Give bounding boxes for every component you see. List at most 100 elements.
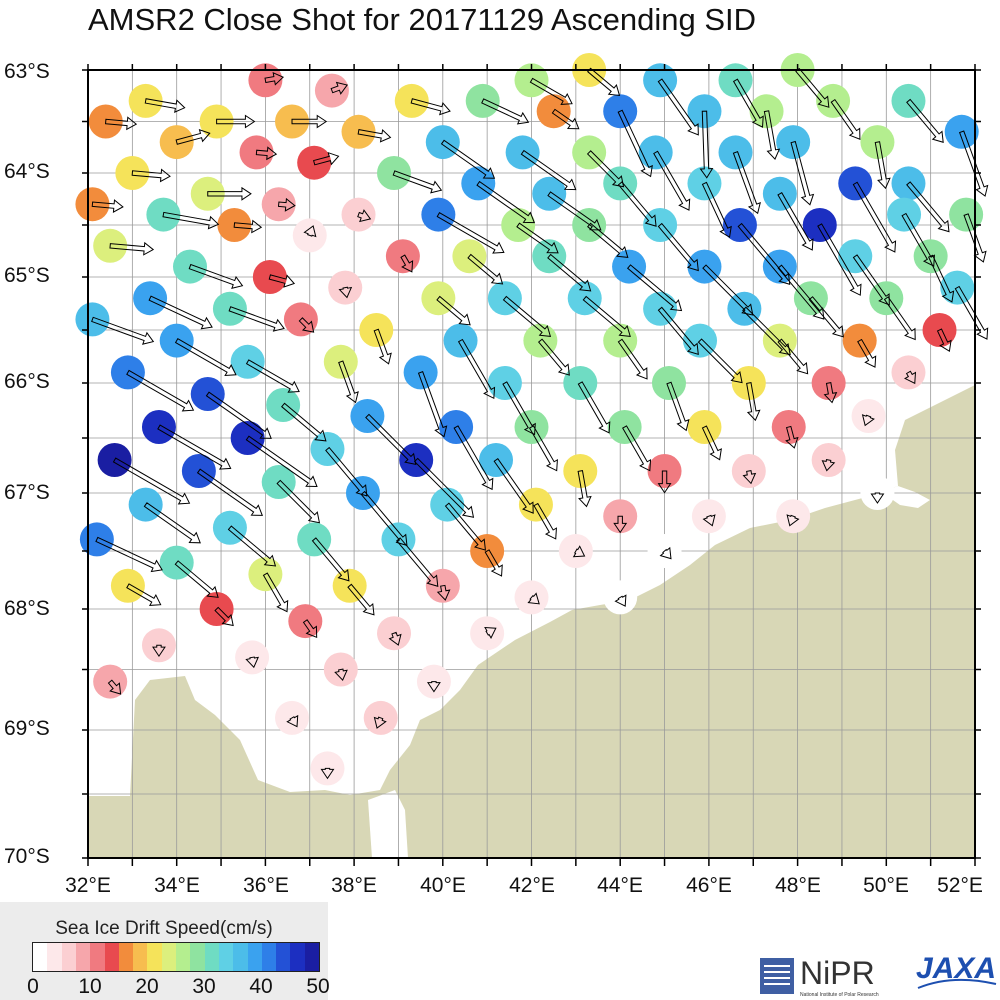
drift-arrow: [527, 592, 540, 605]
lat-label-70s: 70°S: [4, 845, 50, 868]
nipr-subtitle: National Institute of Polar Research: [800, 992, 879, 998]
drift-arrow: [493, 458, 534, 514]
drift-arrow: [388, 631, 402, 646]
drift-arrow: [313, 151, 340, 166]
drift-arrow: [529, 77, 573, 105]
drift-arrow: [699, 110, 714, 179]
drift-arrows: [91, 67, 989, 780]
drift-arrow: [861, 414, 875, 427]
legend-swatch: [247, 943, 263, 971]
drift-arrow: [112, 457, 191, 505]
drift-arrow: [105, 116, 138, 131]
drift-arrow: [701, 425, 722, 461]
drift-arrow: [790, 140, 815, 206]
drift-arrow: [325, 446, 368, 497]
drift-arrow: [502, 295, 552, 337]
drift-arrow: [281, 402, 327, 442]
drift-arrow: [551, 108, 580, 130]
drift-arrow: [582, 295, 631, 337]
drift-arrow: [392, 170, 443, 194]
legend-swatch: [218, 943, 234, 971]
drift-arrow: [821, 459, 836, 472]
drift-arrow: [484, 549, 503, 577]
drift-arrow: [417, 371, 448, 438]
drift-arrow: [830, 98, 861, 140]
drift-arrow: [547, 253, 592, 292]
drift-arrow: [958, 130, 989, 197]
drift-arrow: [702, 264, 754, 316]
drift-arrow: [622, 425, 652, 472]
drift-arrow: [587, 222, 629, 258]
drift-arrow: [400, 254, 414, 273]
drift-arrow: [481, 98, 530, 125]
drift-arrow: [577, 470, 592, 508]
drift-arrow: [785, 425, 799, 449]
drift-arrow: [883, 296, 916, 341]
drift-arrow: [276, 479, 321, 524]
drift-arrow: [777, 192, 814, 251]
drift-arrow: [436, 212, 505, 254]
drift-arrow: [365, 413, 417, 466]
legend-swatch: [147, 943, 163, 971]
legend-title: Sea Ice Drift Speed(cm/s): [55, 918, 273, 939]
lat-label-67s: 67°S: [4, 481, 50, 504]
drift-arrow: [572, 545, 586, 558]
jaxa-logo: JAXA: [916, 952, 997, 989]
drift-arrow: [777, 264, 825, 320]
drift-arrow: [207, 186, 252, 201]
drift-arrow: [453, 425, 494, 491]
legend-swatch: [61, 943, 77, 971]
drift-arrow: [963, 213, 987, 263]
drift-arrow: [577, 381, 611, 434]
drift-arrow: [657, 306, 699, 355]
drift-vectors: [75, 53, 989, 786]
drift-arrow: [528, 425, 558, 472]
lat-label-69s: 69°S: [4, 717, 50, 740]
drift-arrow: [268, 274, 296, 288]
legend-swatch: [161, 943, 177, 971]
drift-arrow: [410, 98, 451, 116]
drift-arrow: [936, 328, 952, 353]
legend-swatch: [118, 943, 134, 971]
legend-swatch: [33, 943, 48, 971]
drift-arrow: [152, 644, 166, 658]
drift-arrow: [436, 295, 471, 326]
lat-label-63s: 63°S: [4, 60, 50, 83]
drift-arrow: [334, 668, 348, 682]
legend-tick-40: 40: [249, 975, 273, 998]
drift-arrow: [732, 78, 764, 128]
nipr-logo: NiPR National Institute of Polar Researc…: [760, 955, 879, 998]
drift-arrow: [626, 264, 683, 312]
drift-arrow: [697, 338, 743, 384]
drift-arrow: [457, 338, 496, 400]
lon-label-32e: 32°E: [65, 874, 111, 897]
drift-arrow: [95, 536, 163, 573]
drift-arrow: [196, 468, 264, 516]
legend-tick-20: 20: [135, 975, 159, 998]
legend-swatch: [104, 943, 120, 971]
drift-arrow: [227, 525, 277, 567]
drift-arrow: [440, 139, 496, 179]
drift-arrow: [245, 435, 318, 488]
drift-arrow: [245, 656, 260, 669]
drift-arrow: [436, 584, 451, 601]
page-title: AMSR2 Close Shot for 20171129 Ascending …: [88, 2, 757, 37]
lat-label-65s: 65°S: [4, 264, 50, 287]
drift-arrow: [817, 223, 862, 296]
drift-arrow: [126, 369, 195, 412]
drift-arrow: [338, 360, 359, 404]
lon-label-36e: 36°E: [243, 874, 289, 897]
drift-arrow: [954, 285, 989, 340]
drift-arrow: [162, 211, 220, 230]
drift-arrow: [874, 141, 891, 190]
legend-swatch: [233, 943, 248, 971]
legend-swatch: [133, 943, 148, 971]
drift-arrow: [904, 370, 917, 385]
drift-arrow: [330, 81, 348, 95]
drift-arrow: [143, 502, 201, 544]
drift-arrow: [311, 537, 350, 582]
legend-swatch: [261, 943, 277, 971]
lon-label-52e: 52°E: [937, 874, 983, 897]
drift-arrow: [732, 151, 761, 215]
drift-arrow: [109, 241, 155, 256]
